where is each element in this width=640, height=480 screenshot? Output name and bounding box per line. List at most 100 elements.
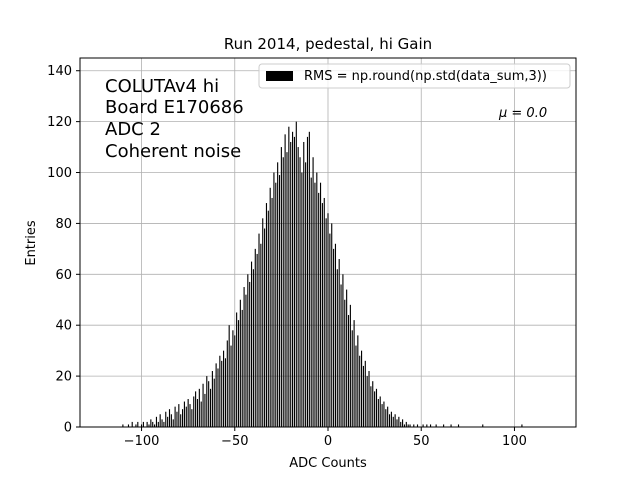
histogram-bar (426, 424, 428, 427)
y-tick-label: 100 (47, 166, 72, 181)
histogram-bar (400, 421, 402, 427)
info-line-noise: Coherent noise (105, 141, 241, 162)
histogram-bar (204, 393, 206, 427)
histogram-bar (267, 210, 269, 427)
histogram-bar (236, 312, 238, 427)
histogram-bar (310, 177, 312, 427)
histogram-bar (167, 416, 169, 427)
histogram-bar (209, 388, 212, 427)
histogram-bar (219, 355, 221, 427)
histogram-bar (208, 381, 210, 427)
histogram-bar (142, 421, 144, 427)
histogram-bar (450, 424, 452, 427)
histogram-bar (277, 162, 279, 427)
axis-ticks: −100 −50 0 50 100 0 20 40 60 80 100 120 140 (47, 64, 527, 449)
histogram-bar (381, 404, 383, 427)
histogram-bar (306, 136, 309, 427)
legend-swatch (266, 71, 293, 81)
histogram-bar (413, 424, 415, 427)
histogram-bar (221, 360, 223, 427)
histogram-bar (135, 424, 137, 427)
histogram-bar (429, 424, 432, 427)
histogram-bar (372, 381, 374, 427)
histogram-bar (275, 182, 277, 427)
histogram-bar (247, 274, 249, 427)
histogram-bar (325, 218, 327, 427)
legend-label: RMS = np.round(np.std(data_sum,3)) (304, 69, 547, 84)
histogram-bar (269, 187, 271, 427)
info-line-board: Board E170686 (105, 97, 244, 118)
histogram-bar (355, 345, 357, 427)
histogram-bar (152, 421, 154, 427)
histogram-bar (140, 424, 143, 427)
histogram-bar (370, 386, 372, 427)
histogram-bar (258, 233, 260, 427)
histogram-bar (347, 315, 350, 427)
y-tick-label: 80 (55, 217, 72, 232)
histogram-bar (295, 121, 297, 427)
histogram-bar (243, 287, 245, 427)
histogram-bar (288, 126, 290, 428)
histogram-bar (127, 424, 130, 427)
histogram-bar (407, 424, 409, 427)
histogram-bar (338, 259, 340, 427)
histogram-bar (223, 350, 225, 427)
histogram-bar (388, 414, 391, 427)
histogram-bar (293, 136, 295, 427)
histogram-bar (264, 228, 266, 427)
histogram-bar (333, 248, 335, 427)
histogram-bar (234, 335, 236, 427)
histogram-bar (273, 172, 275, 427)
histogram-bar (334, 243, 337, 427)
histogram-bar (180, 414, 182, 427)
histogram-bar (191, 409, 193, 427)
histogram-bar (290, 141, 292, 427)
histogram-bar (202, 383, 204, 427)
histogram-bar (340, 284, 342, 427)
histogram-bar (336, 269, 338, 427)
histogram-bar (319, 182, 322, 427)
histogram-bar (250, 261, 253, 427)
histogram-bar (137, 421, 139, 427)
histogram-bar (443, 424, 445, 427)
histogram-bar (189, 404, 191, 427)
y-tick-label: 140 (47, 64, 72, 79)
histogram-bar (394, 414, 396, 427)
histogram-bar (249, 281, 251, 427)
histogram-bar (237, 320, 240, 427)
y-tick-label: 20 (55, 370, 72, 385)
histogram-bar (211, 371, 213, 427)
histogram-bar (403, 424, 406, 427)
legend-box (258, 63, 571, 89)
histogram-bar (377, 399, 379, 427)
histogram-bar (318, 192, 320, 427)
histogram-bar (239, 299, 241, 427)
info-line-adc: ADC 2 (105, 119, 161, 140)
histogram-bar (224, 358, 227, 427)
histogram-bar (226, 340, 228, 427)
chart-title: Run 2014, pedestal, hi Gain (224, 35, 432, 53)
histogram-bar (303, 141, 305, 427)
histogram-bar (361, 350, 363, 427)
histogram-bar (278, 175, 281, 427)
histogram-bar (157, 421, 159, 427)
histogram-bar (176, 411, 178, 427)
histogram-bar (387, 406, 389, 427)
histogram-bar (366, 376, 368, 427)
histogram-bar (308, 131, 310, 428)
histogram-bar (284, 134, 286, 427)
histogram-bar (230, 345, 232, 427)
histogram-bar (357, 335, 359, 427)
x-tick-label: 100 (502, 434, 527, 449)
histogram-bar (316, 172, 318, 427)
histogram-bar (262, 218, 264, 427)
histogram-bar (228, 325, 230, 427)
histogram-bar (379, 396, 381, 427)
histogram-bar (342, 274, 344, 427)
histogram-bars (122, 121, 523, 428)
histogram-bar (521, 424, 523, 427)
histogram-bar (193, 396, 195, 427)
mu-annotation: μ = 0.0 (498, 106, 547, 121)
histogram-bar (159, 414, 161, 427)
histogram-bar (359, 355, 361, 427)
